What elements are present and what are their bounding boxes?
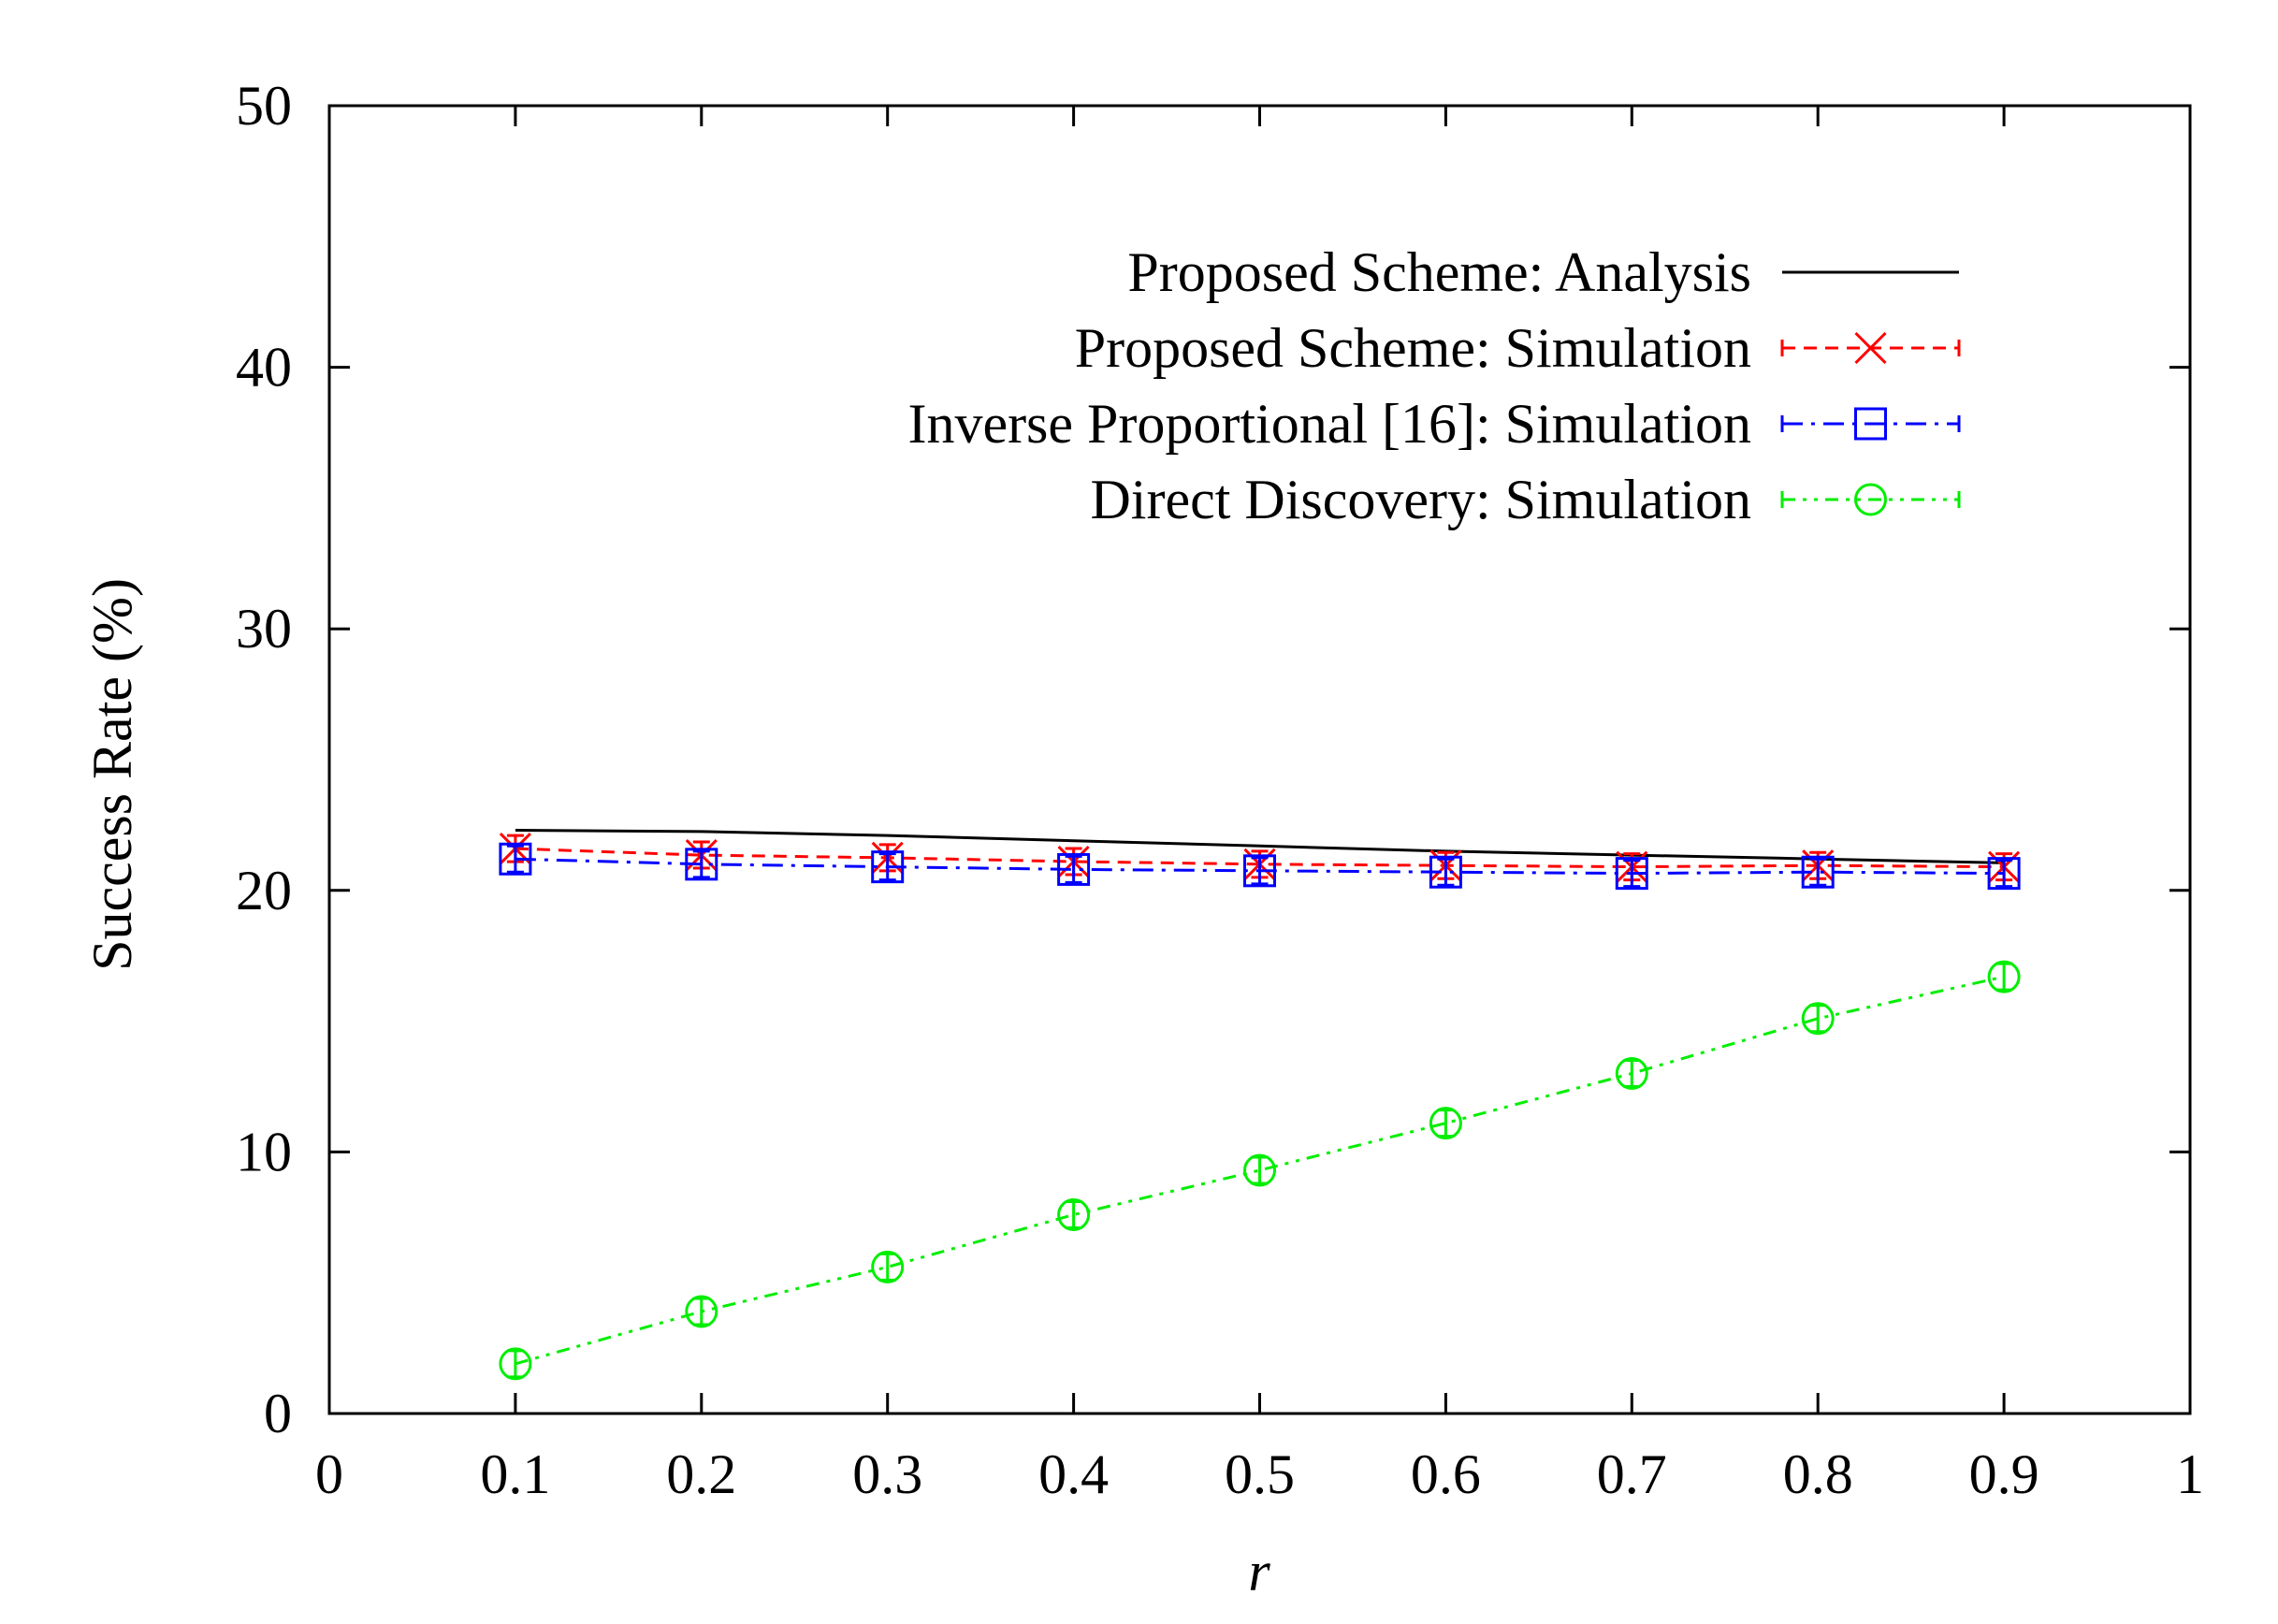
data-point: [1801, 855, 1835, 889]
x-tick-label: 0.7: [1597, 1443, 1667, 1505]
legend-marker: [1854, 407, 1887, 441]
y-tick-label: 50: [236, 75, 292, 137]
x-tick-label: 0.9: [1969, 1443, 2039, 1505]
data-point: [1243, 1153, 1276, 1187]
legend-label: Direct Discovery: Simulation: [1090, 469, 1751, 530]
x-tick-label: 0.6: [1411, 1443, 1481, 1505]
legend: Proposed Scheme: Analysis Proposed Scheme…: [907, 241, 1961, 530]
x-tick-label: 0.3: [852, 1443, 922, 1505]
data-point: [1615, 1057, 1648, 1091]
data-point: [1987, 857, 2021, 891]
plot-frame: [327, 104, 2192, 1415]
data-point: [1429, 1107, 1462, 1140]
plot-series: [499, 829, 2021, 1381]
y-tick-label: 30: [236, 598, 292, 660]
legend-marker: [1854, 483, 1887, 516]
data-point: [685, 848, 718, 881]
data-point: [1057, 852, 1091, 886]
data-point: [1615, 857, 1648, 891]
y-tick-label: 10: [236, 1121, 292, 1182]
x-tick-label: 0: [315, 1443, 343, 1505]
legend-label: Proposed Scheme: Simulation: [1075, 317, 1751, 379]
x-tick-label: 0.1: [480, 1443, 550, 1505]
data-point: [685, 1295, 718, 1328]
x-tick-label: 0.4: [1038, 1443, 1109, 1505]
legend-marker: [1854, 331, 1887, 365]
data-point: [499, 1347, 532, 1381]
y-tick-label: 40: [236, 337, 292, 399]
y-tick-label: 20: [236, 860, 292, 921]
data-point: [1243, 854, 1276, 888]
series-line: [515, 975, 2005, 1366]
data-point: [499, 842, 532, 876]
data-point: [1429, 855, 1462, 889]
y-axis-label: Success Rate (%): [81, 578, 143, 971]
data-point: [1057, 1198, 1091, 1232]
x-axis-label: r: [1248, 1541, 1270, 1602]
x-tick-label: 0.5: [1225, 1443, 1295, 1505]
series-2: [499, 842, 2021, 891]
x-tick-label: 1: [2176, 1443, 2204, 1505]
x-tick-label: 0.8: [1783, 1443, 1853, 1505]
y-tick-label: 0: [264, 1383, 292, 1444]
series-line: [515, 829, 2005, 864]
series-0: [515, 829, 2005, 864]
legend-label: Inverse Proportional [16]: Simulation: [907, 393, 1751, 455]
series-3: [499, 960, 2021, 1381]
data-point: [1987, 960, 2021, 993]
data-point: [871, 850, 905, 884]
data-point: [1801, 1002, 1835, 1036]
x-tick-label: 0.2: [666, 1443, 736, 1505]
legend-label: Proposed Scheme: Analysis: [1127, 241, 1751, 303]
data-point: [871, 1250, 905, 1283]
